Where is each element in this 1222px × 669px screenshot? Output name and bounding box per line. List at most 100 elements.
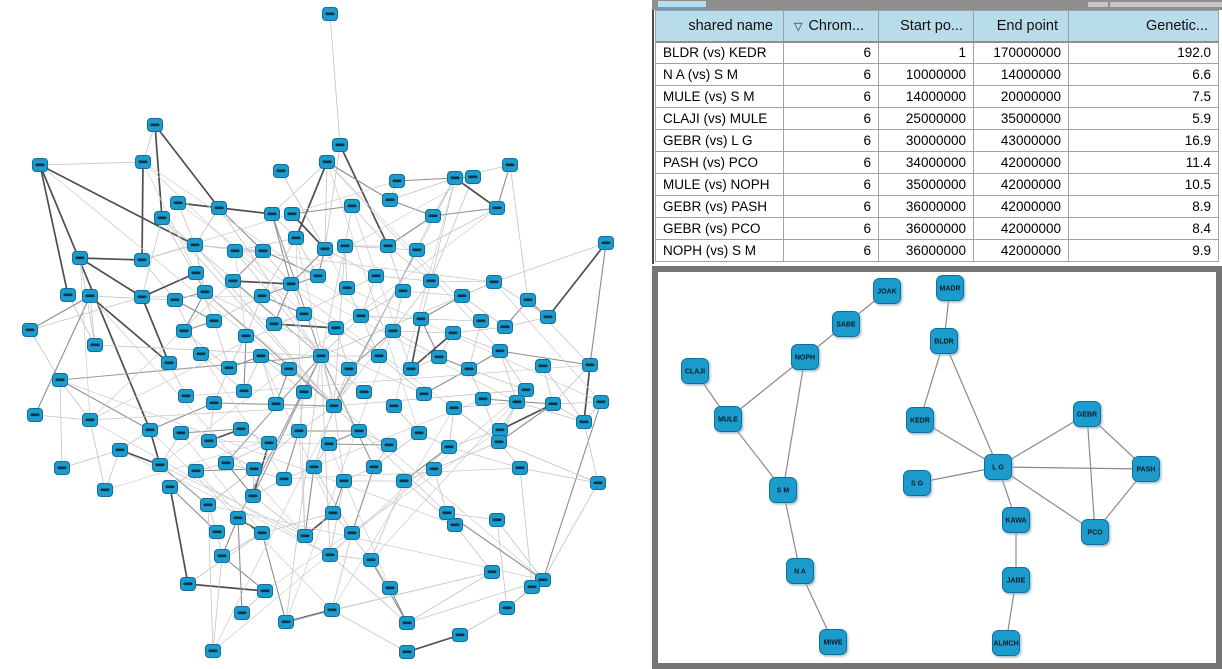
overview-node[interactable] (268, 397, 284, 411)
overview-node[interactable] (253, 349, 269, 363)
cell-value[interactable]: 36000000 (878, 239, 974, 262)
network-edge[interactable] (997, 413, 1088, 468)
table-row[interactable]: GEBR (vs) PASH 6 36000000 42000000 8.9 (655, 195, 1219, 218)
overview-node[interactable] (313, 349, 329, 363)
overview-node[interactable] (439, 506, 455, 520)
overview-node[interactable] (484, 565, 500, 579)
overview-node[interactable] (161, 356, 177, 370)
cell-value[interactable]: 25000000 (878, 107, 974, 130)
overview-node[interactable] (178, 389, 194, 403)
panel-tab-fragment[interactable] (658, 1, 706, 9)
overview-node[interactable] (598, 236, 614, 250)
node-pash[interactable]: PASH (1132, 456, 1160, 482)
cell-value[interactable]: 42000000 (973, 173, 1069, 196)
overview-node[interactable] (403, 362, 419, 376)
detail-network-canvas[interactable]: JOAK MADR SABE BLDR NOPH CLAJI MULE KEDR GEBR L G… (658, 272, 1216, 663)
overview-node[interactable] (319, 155, 335, 169)
overview-node[interactable] (230, 511, 246, 525)
overview-node[interactable] (206, 314, 222, 328)
overview-node[interactable] (257, 584, 273, 598)
overview-node[interactable] (147, 118, 163, 132)
overview-node[interactable] (492, 344, 508, 358)
overview-node[interactable] (187, 238, 203, 252)
cell-value[interactable]: 6 (783, 217, 879, 240)
cell-value[interactable]: 6 (783, 195, 879, 218)
overview-node[interactable] (176, 324, 192, 338)
overview-node[interactable] (283, 277, 299, 291)
cell-shared-name[interactable]: MULE (vs) S M (655, 85, 784, 108)
overview-node[interactable] (276, 472, 292, 486)
overview-node[interactable] (255, 244, 271, 258)
cell-value[interactable]: 35000000 (878, 173, 974, 196)
node-noph[interactable]: NOPH (791, 344, 819, 370)
overview-node[interactable] (399, 616, 415, 630)
node-mule[interactable]: MULE (714, 406, 742, 432)
overview-node[interactable] (322, 548, 338, 562)
cell-shared-name[interactable]: NOPH (vs) S M (655, 239, 784, 262)
overview-node[interactable] (326, 399, 342, 413)
cell-value[interactable]: 16.9 (1068, 129, 1219, 152)
overview-node[interactable] (475, 392, 491, 406)
overview-node[interactable] (371, 349, 387, 363)
overview-node[interactable] (82, 413, 98, 427)
overview-node[interactable] (234, 606, 250, 620)
overview-node[interactable] (197, 285, 213, 299)
node-almch[interactable]: ALMCH (992, 630, 1020, 656)
node-kawa[interactable]: KAWA (1002, 507, 1030, 533)
overview-node[interactable] (385, 324, 401, 338)
overview-node[interactable] (545, 397, 561, 411)
overview-node[interactable] (328, 321, 344, 335)
cell-value[interactable]: 6 (783, 129, 879, 152)
overview-node[interactable] (351, 424, 367, 438)
column-header-end-point[interactable]: End point (973, 10, 1069, 43)
table-row[interactable]: CLAJI (vs) MULE 6 25000000 35000000 5.9 (655, 107, 1219, 130)
overview-node[interactable] (193, 347, 209, 361)
overview-node[interactable] (446, 401, 462, 415)
network-edge[interactable] (727, 356, 806, 420)
cell-shared-name[interactable]: GEBR (vs) PCO (655, 217, 784, 240)
overview-node[interactable] (321, 437, 337, 451)
overview-node[interactable] (502, 158, 518, 172)
overview-node[interactable] (72, 251, 88, 265)
overview-node[interactable] (227, 244, 243, 258)
cell-value[interactable]: 8.4 (1068, 217, 1219, 240)
overview-node[interactable] (134, 253, 150, 267)
cell-value[interactable]: 35000000 (973, 107, 1069, 130)
column-header-start-po[interactable]: Start po... (878, 10, 974, 43)
overview-node[interactable] (395, 284, 411, 298)
cell-value[interactable]: 6 (783, 41, 879, 64)
cell-value[interactable]: 6 (783, 239, 879, 262)
node-jabe[interactable]: JABE (1002, 567, 1030, 593)
cell-value[interactable]: 42000000 (973, 151, 1069, 174)
cell-shared-name[interactable]: MULE (vs) NOPH (655, 173, 784, 196)
overview-node[interactable] (296, 307, 312, 321)
overview-node[interactable] (317, 242, 333, 256)
overview-node[interactable] (576, 415, 592, 429)
table-row[interactable]: NOPH (vs) S M 6 36000000 42000000 9.9 (655, 239, 1219, 262)
table-row[interactable]: PASH (vs) PCO 6 34000000 42000000 11.4 (655, 151, 1219, 174)
overview-node[interactable] (306, 460, 322, 474)
node-bldr[interactable]: BLDR (930, 328, 958, 354)
overview-node[interactable] (389, 174, 405, 188)
overview-node[interactable] (447, 518, 463, 532)
overview-node[interactable] (524, 580, 540, 594)
overview-node[interactable] (416, 387, 432, 401)
cell-shared-name[interactable]: PASH (vs) PCO (655, 151, 784, 174)
overview-node[interactable] (382, 581, 398, 595)
cell-value[interactable]: 192.0 (1068, 41, 1219, 64)
cell-value[interactable]: 36000000 (878, 217, 974, 240)
cell-value[interactable]: 6 (783, 85, 879, 108)
cell-value[interactable]: 9.9 (1068, 239, 1219, 262)
overview-node[interactable] (297, 529, 313, 543)
cell-value[interactable]: 14000000 (973, 63, 1069, 86)
overview-node[interactable] (87, 338, 103, 352)
overview-node[interactable] (246, 462, 262, 476)
column-header-shared-name[interactable]: shared name (655, 10, 784, 43)
cell-value[interactable]: 10000000 (878, 63, 974, 86)
overview-node[interactable] (447, 171, 463, 185)
overview-node[interactable] (540, 310, 556, 324)
overview-node[interactable] (491, 435, 507, 449)
overview-node[interactable] (266, 317, 282, 331)
column-header-chrom[interactable]: ▽ Chrom... (783, 10, 879, 43)
cell-value[interactable]: 6.6 (1068, 63, 1219, 86)
